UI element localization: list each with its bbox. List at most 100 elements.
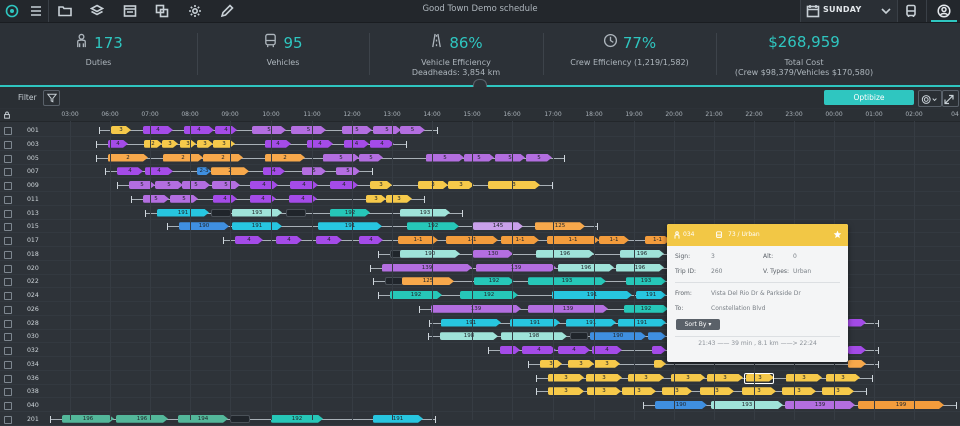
duty-label[interactable]: 036 [27, 374, 39, 382]
trip-block[interactable]: 130 [473, 250, 513, 258]
trip-block[interactable]: 192 [330, 209, 370, 217]
trip-block[interactable]: 5 [336, 167, 360, 175]
duty-bracket[interactable] [99, 127, 100, 134]
trip-block[interactable]: 3 [826, 374, 860, 382]
trip-block[interactable]: 3 [370, 181, 392, 189]
trip-block[interactable]: 1-1 [645, 236, 670, 244]
trip-block[interactable]: 4 [289, 195, 317, 203]
trip-block[interactable] [848, 360, 866, 368]
trip-block[interactable]: 2-3 [197, 167, 211, 175]
duty-label[interactable]: 026 [27, 305, 39, 313]
trip-block[interactable]: 4 [184, 126, 214, 134]
trip-block[interactable] [648, 332, 666, 340]
optimize-button[interactable]: Optibize [824, 90, 914, 105]
bus-icon[interactable] [902, 2, 920, 20]
trip-block[interactable]: 3 [786, 374, 822, 382]
duty-label[interactable]: 028 [27, 319, 39, 327]
trip-block[interactable]: 191 [232, 222, 282, 230]
trip-block[interactable]: 191 [441, 319, 501, 327]
duty-bracket[interactable] [462, 209, 463, 217]
trip-block[interactable]: 3 [197, 140, 213, 148]
trip-block[interactable]: 198 [501, 332, 567, 340]
duty-label[interactable]: 001 [27, 127, 39, 134]
trip-block[interactable]: 5 [212, 181, 240, 189]
trip-block[interactable]: 5 [426, 154, 464, 162]
row-checkbox[interactable] [4, 182, 12, 190]
duty-label[interactable]: 038 [27, 388, 39, 396]
row-checkbox[interactable] [4, 402, 12, 410]
duty-label[interactable]: 030 [27, 333, 39, 341]
trip-block[interactable]: 199 [858, 401, 944, 409]
row-checkbox[interactable] [4, 140, 12, 149]
duty-bracket[interactable] [105, 168, 106, 176]
trip-block[interactable]: 4 [522, 346, 556, 354]
trip-block[interactable]: 191 [636, 291, 666, 299]
trip-block[interactable]: 3 [622, 387, 656, 395]
trip-block[interactable]: 4 [235, 236, 263, 244]
trip-block[interactable]: 3 [822, 387, 854, 395]
trip-block[interactable]: 125 [402, 277, 454, 285]
trip-block[interactable]: 139 [382, 264, 472, 272]
trip-block[interactable]: 3 [662, 387, 692, 395]
trip-block[interactable]: 3 [707, 374, 743, 382]
trip-block[interactable]: 4 [276, 236, 302, 244]
trip-block[interactable]: 4 [558, 346, 590, 354]
duty-bracket[interactable] [488, 347, 489, 354]
duty-bracket[interactable] [378, 292, 379, 299]
row-checkbox[interactable] [4, 360, 12, 369]
duty-bracket[interactable] [131, 195, 132, 203]
row-checkbox[interactable] [4, 333, 12, 342]
trip-block[interactable] [211, 208, 231, 217]
trip-block[interactable]: 5 [129, 181, 155, 189]
filter-button[interactable] [43, 90, 60, 106]
trip-block[interactable]: 4 [215, 126, 237, 134]
duty-bracket[interactable] [564, 154, 565, 162]
trip-block[interactable] [230, 414, 250, 423]
trip-block[interactable]: 5 [373, 126, 401, 134]
trip-block[interactable]: 193 [400, 209, 450, 217]
trip-block[interactable]: 4 [265, 140, 291, 148]
duty-label[interactable]: 024 [27, 292, 39, 299]
trip-block[interactable]: 3 [386, 195, 412, 203]
duty-bracket[interactable] [878, 360, 879, 368]
trip-block[interactable]: 1-1 [398, 236, 438, 244]
trip-block[interactable]: 5 [464, 154, 494, 162]
trip-block[interactable]: 196 [620, 250, 664, 258]
trip-block[interactable]: 5 [359, 154, 383, 162]
trip-block[interactable]: 5 [170, 195, 198, 203]
trip-block[interactable]: 193 [232, 209, 282, 217]
trip-block[interactable]: 193 [711, 401, 783, 409]
trip-block[interactable]: 4 [330, 181, 358, 189]
trip-block[interactable]: 3 [586, 374, 622, 382]
trip-block[interactable]: 145 [473, 222, 523, 230]
trip-block[interactable]: 4 [290, 181, 318, 189]
duty-label[interactable]: 022 [27, 278, 39, 286]
trip-block[interactable]: 4 [370, 140, 394, 148]
duty-label[interactable]: 034 [27, 360, 39, 368]
row-checkbox[interactable] [4, 168, 12, 177]
duty-label[interactable]: 201 [27, 415, 39, 423]
trip-block[interactable]: 192 [624, 305, 668, 313]
trip-block[interactable]: 4 [263, 167, 285, 175]
trip-block[interactable]: 192 [407, 222, 459, 230]
trip-block[interactable]: 190 [590, 332, 646, 340]
trip-block[interactable]: 191 [618, 319, 666, 327]
trip-block[interactable]: 4 [213, 195, 237, 203]
trip-block[interactable]: 3 [366, 195, 386, 203]
trip-block[interactable]: 3 [180, 140, 196, 148]
trip-block[interactable] [848, 346, 866, 354]
duty-label[interactable]: 020 [27, 264, 39, 272]
expand-button[interactable] [942, 90, 959, 107]
duty-bracket[interactable] [117, 182, 118, 189]
trip-block[interactable]: 139 [476, 264, 556, 272]
trip-block[interactable]: 3 [700, 387, 734, 395]
trip-block[interactable]: 192 [271, 415, 323, 423]
duty-bracket[interactable] [956, 402, 957, 409]
trip-block[interactable]: 5 [302, 167, 326, 175]
trip-block[interactable] [500, 346, 520, 354]
trip-block[interactable]: 191 [318, 222, 382, 230]
trip-block[interactable]: 139 [528, 305, 608, 313]
trip-block[interactable] [286, 208, 306, 217]
trip-block[interactable] [654, 360, 666, 368]
trip-block[interactable]: 3 [111, 126, 131, 134]
